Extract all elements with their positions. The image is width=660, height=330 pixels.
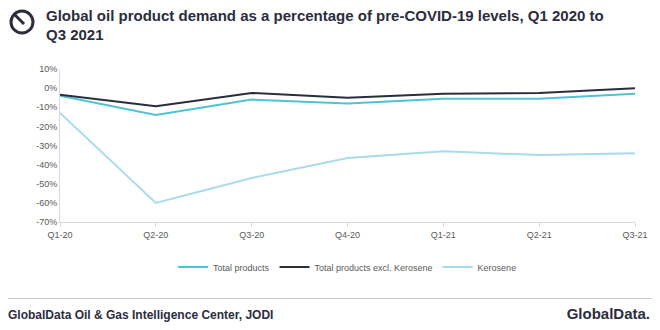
- svg-text:Q3-20: Q3-20: [239, 230, 264, 240]
- svg-text:-40%: -40%: [36, 160, 57, 170]
- svg-text:Q4-20: Q4-20: [335, 230, 360, 240]
- svg-text:-30%: -30%: [36, 141, 57, 151]
- svg-text:Total products: Total products: [213, 263, 270, 273]
- svg-text:0%: 0%: [44, 83, 57, 93]
- svg-text:-10%: -10%: [36, 102, 57, 112]
- svg-text:Kerosene: Kerosene: [478, 263, 517, 273]
- html-text:Global oil product demand as a: Global oil product demand as a percentag…: [46, 7, 604, 43]
- svg-text:Q3-21: Q3-21: [622, 230, 647, 240]
- svg-text:Q2-21: Q2-21: [527, 230, 552, 240]
- svg-text:Q1-21: Q1-21: [431, 230, 456, 240]
- svg-text:Q2-20: Q2-20: [143, 230, 168, 240]
- svg-text:Total products excl. Kerosene: Total products excl. Kerosene: [315, 263, 433, 273]
- svg-text:-70%: -70%: [36, 217, 57, 227]
- svg-text:-50%: -50%: [36, 179, 57, 189]
- svg-text:-60%: -60%: [36, 198, 57, 208]
- html-text:GlobalData Oil & Gas Intellige: GlobalData Oil & Gas Intelligence Center…: [8, 308, 274, 322]
- svg-text:-20%: -20%: [36, 122, 57, 132]
- svg-text:Q1-20: Q1-20: [47, 230, 72, 240]
- svg-text:10%: 10%: [39, 64, 57, 74]
- html-text:GlobalData.: GlobalData.: [566, 305, 650, 322]
